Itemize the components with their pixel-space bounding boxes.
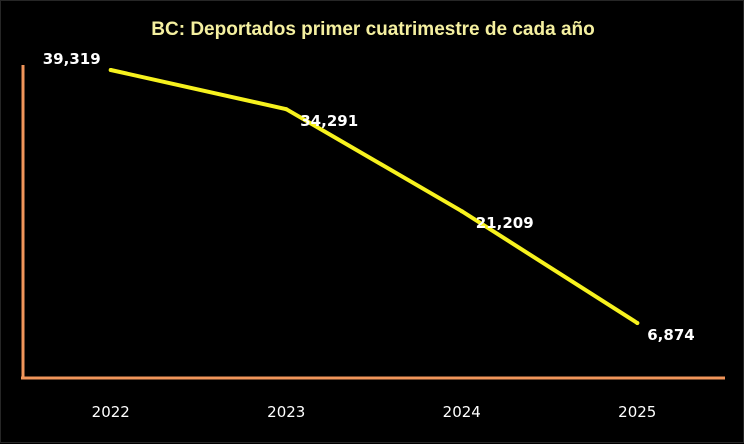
data-point-2022	[108, 68, 113, 72]
data-point-2025	[635, 321, 640, 325]
x-tick-label-2023: 2023	[267, 403, 305, 421]
chart-title: BC: Deportados primer cuatrimestre de ca…	[151, 19, 595, 40]
series-line	[108, 68, 640, 325]
data-label-2025: 6,874	[647, 326, 694, 344]
x-tick-label-2024: 2024	[443, 403, 481, 421]
data-label-2022: 39,319	[43, 50, 101, 68]
x-tick-label-2025: 2025	[618, 403, 656, 421]
data-label-2023: 34,291	[300, 112, 358, 130]
data-label-2024: 21,209	[476, 214, 534, 232]
data-point-2024	[459, 209, 464, 214]
x-tick-label-2022: 2022	[92, 403, 130, 421]
data-point-2023	[284, 107, 289, 112]
